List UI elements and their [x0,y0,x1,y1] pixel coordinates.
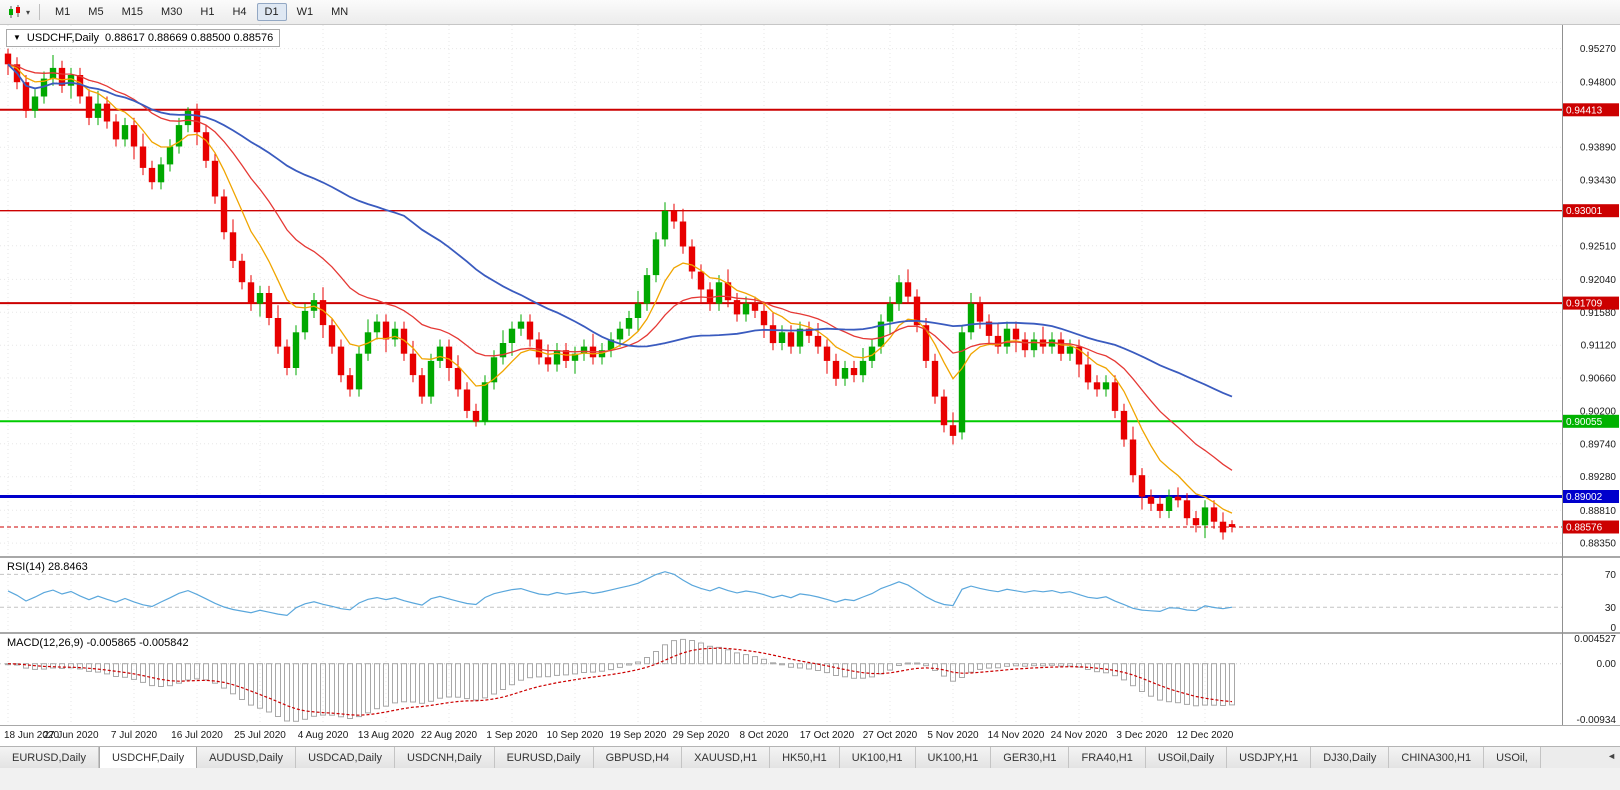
chart-tab-china300-h1[interactable]: CHINA300,H1 [1389,747,1485,768]
timeframe-button-d1[interactable]: D1 [256,3,287,21]
svg-text:0.95270: 0.95270 [1580,44,1617,55]
chart-tab-audusd-daily[interactable]: AUDUSD,Daily [197,747,297,768]
chart-toolbar: ▾ M1 M5 M15 M30 H1 H4 D1 W1 MN [0,0,1620,25]
chart-tab-usdchf-daily[interactable]: USDCHF,Daily [98,747,198,768]
svg-text:0.88576: 0.88576 [1566,523,1603,534]
timeframe-button-m1[interactable]: M1 [55,6,71,18]
chart-tab-uk100-h1[interactable]: UK100,H1 [839,747,916,768]
chart-tab-ger30-h1[interactable]: GER30,H1 [991,747,1070,768]
chart-tab-hk50-h1[interactable]: HK50,H1 [770,747,840,768]
svg-text:0.88810: 0.88810 [1580,506,1617,517]
candlestick-series [4,48,1236,540]
svg-text:4 Aug 2020: 4 Aug 2020 [298,730,349,741]
svg-text:0.94413: 0.94413 [1566,105,1603,116]
svg-text:-0.00934: -0.00934 [1577,715,1617,726]
svg-text:0.89280: 0.89280 [1580,472,1617,483]
chart-region: 18 Jun 2020 27 Jun 2020 7 Jul 2020 16 Jul 2… [0,25,1620,745]
chart-tab-uk100-h1[interactable]: UK100,H1 [915,747,992,768]
timeframe-button-mn[interactable]: MN [331,6,349,18]
moving-average-45 [7,63,1233,398]
svg-text:5 Nov 2020: 5 Nov 2020 [927,730,979,741]
rsi-line [7,571,1233,617]
svg-text:1 Sep 2020: 1 Sep 2020 [486,730,538,741]
rsi-indicator-label: RSI(14) 28.8463 [7,561,88,573]
chart-tab-usoil-daily[interactable]: USOil,Daily [1145,747,1228,768]
timeframe-button-m30[interactable]: M30 [160,6,183,18]
price-chart-canvas[interactable]: 18 Jun 2020 27 Jun 2020 7 Jul 2020 16 Jul 2… [0,25,1620,745]
svg-text:0.93001: 0.93001 [1566,206,1603,217]
svg-text:25 Jul 2020: 25 Jul 2020 [234,730,286,741]
toolbar-separator [39,4,41,20]
tab-scroll-left-icon[interactable]: ◄ [1607,751,1616,761]
price-axis-badges: 0.94413 0.93001 0.91709 0.90055 0.89002 0.885… [1563,103,1619,534]
timeframe-button-h4[interactable]: H4 [232,6,247,18]
timeframe-buttons: M1 M5 M15 M30 H1 H4 D1 W1 MN [46,3,357,21]
svg-text:0: 0 [1610,623,1616,634]
svg-text:10 Sep 2020: 10 Sep 2020 [547,730,604,741]
svg-text:16 Jul 2020: 16 Jul 2020 [171,730,223,741]
svg-text:0.90055: 0.90055 [1566,417,1603,428]
svg-text:0.91120: 0.91120 [1581,341,1617,352]
svg-text:70: 70 [1605,570,1617,581]
svg-text:0.89740: 0.89740 [1580,439,1617,450]
chart-symbol-period: USDCHF,Daily [26,32,100,44]
svg-text:17 Oct 2020: 17 Oct 2020 [800,730,855,741]
macd-indicator-label: MACD(12,26,9) -0.005865 -0.005842 [7,637,189,649]
symbol-marker-icon: ▼ [13,33,21,42]
svg-text:0.88350: 0.88350 [1580,539,1617,550]
chart-tab-usdjpy-h1[interactable]: USDJPY,H1 [1227,747,1312,768]
candlestick-chart-icon[interactable] [5,4,25,20]
timeframe-button-m15[interactable]: M15 [121,6,143,18]
svg-text:7 Jul 2020: 7 Jul 2020 [111,730,158,741]
svg-text:22 Aug 2020: 22 Aug 2020 [421,730,478,741]
chart-tab-eurusd-daily[interactable]: EURUSD,Daily [494,747,594,768]
chart-tab-xauusd-h1[interactable]: XAUUSD,H1 [682,747,771,768]
svg-text:0.94800: 0.94800 [1580,78,1617,89]
chart-tab-bar: EURUSD,Daily USDCHF,Daily AUDUSD,Daily USDC… [0,746,1620,768]
chart-tab-gbpusd-h4[interactable]: GBPUSD,H4 [593,747,683,768]
svg-text:0.90200: 0.90200 [1580,406,1617,417]
chart-type-caret-icon[interactable]: ▾ [26,7,31,17]
svg-text:0.91709: 0.91709 [1566,299,1603,310]
chart-ohlc-values: 0.88617 0.88669 0.88500 0.88576 [105,32,274,44]
macd-histogram [5,638,1235,722]
chart-tab-fra40-h1[interactable]: FRA40,H1 [1069,747,1146,768]
svg-text:24 Nov 2020: 24 Nov 2020 [1051,730,1108,741]
svg-text:8 Oct 2020: 8 Oct 2020 [740,730,789,741]
svg-text:0.91580: 0.91580 [1580,308,1617,319]
svg-text:0.92040: 0.92040 [1580,275,1617,286]
svg-text:27 Oct 2020: 27 Oct 2020 [863,730,918,741]
svg-text:0.92510: 0.92510 [1580,241,1617,252]
timeframe-button-m5[interactable]: M5 [88,6,104,18]
chart-tab-usdcnh-daily[interactable]: USDCNH,Daily [395,747,495,768]
svg-text:30: 30 [1605,603,1617,614]
svg-text:0.90660: 0.90660 [1580,374,1617,385]
svg-text:19 Sep 2020: 19 Sep 2020 [610,730,667,741]
svg-text:3 Dec 2020: 3 Dec 2020 [1116,730,1168,741]
svg-text:27 Jun 2020: 27 Jun 2020 [43,730,98,741]
svg-text:13 Aug 2020: 13 Aug 2020 [358,730,415,741]
moving-average-20 [7,63,1233,471]
svg-text:0.004527: 0.004527 [1574,634,1616,645]
svg-text:14 Nov 2020: 14 Nov 2020 [988,730,1045,741]
chart-tab-dj30-daily[interactable]: DJ30,Daily [1311,747,1390,768]
timeframe-button-w1[interactable]: W1 [296,6,314,18]
svg-text:0.93890: 0.93890 [1580,143,1617,154]
svg-text:0.00: 0.00 [1597,659,1617,670]
svg-text:0.93430: 0.93430 [1580,176,1617,187]
chart-tab-eurusd-daily[interactable]: EURUSD,Daily [0,747,99,768]
svg-text:12 Dec 2020: 12 Dec 2020 [1177,730,1234,741]
chart-tab-usoil-[interactable]: USOil, [1484,747,1541,768]
chart-tab-usdcad-daily[interactable]: USDCAD,Daily [296,747,396,768]
macd-signal-line [7,647,1233,716]
status-strip [0,768,1620,790]
svg-text:29 Sep 2020: 29 Sep 2020 [673,730,730,741]
svg-text:0.89002: 0.89002 [1566,492,1603,503]
timeframe-button-h1[interactable]: H1 [200,6,215,18]
svg-text:18 Jun 2020: 18 Jun 2020 [4,730,59,741]
chart-title: ▼ USDCHF,Daily 0.88617 0.88669 0.88500 0… [6,29,281,47]
